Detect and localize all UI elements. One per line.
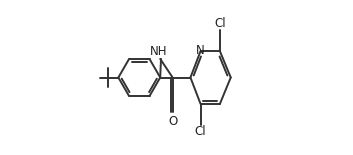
Text: Cl: Cl	[214, 17, 226, 30]
Text: NH: NH	[150, 45, 167, 58]
Text: Cl: Cl	[195, 125, 207, 138]
Text: N: N	[195, 44, 204, 57]
Text: O: O	[168, 115, 177, 128]
